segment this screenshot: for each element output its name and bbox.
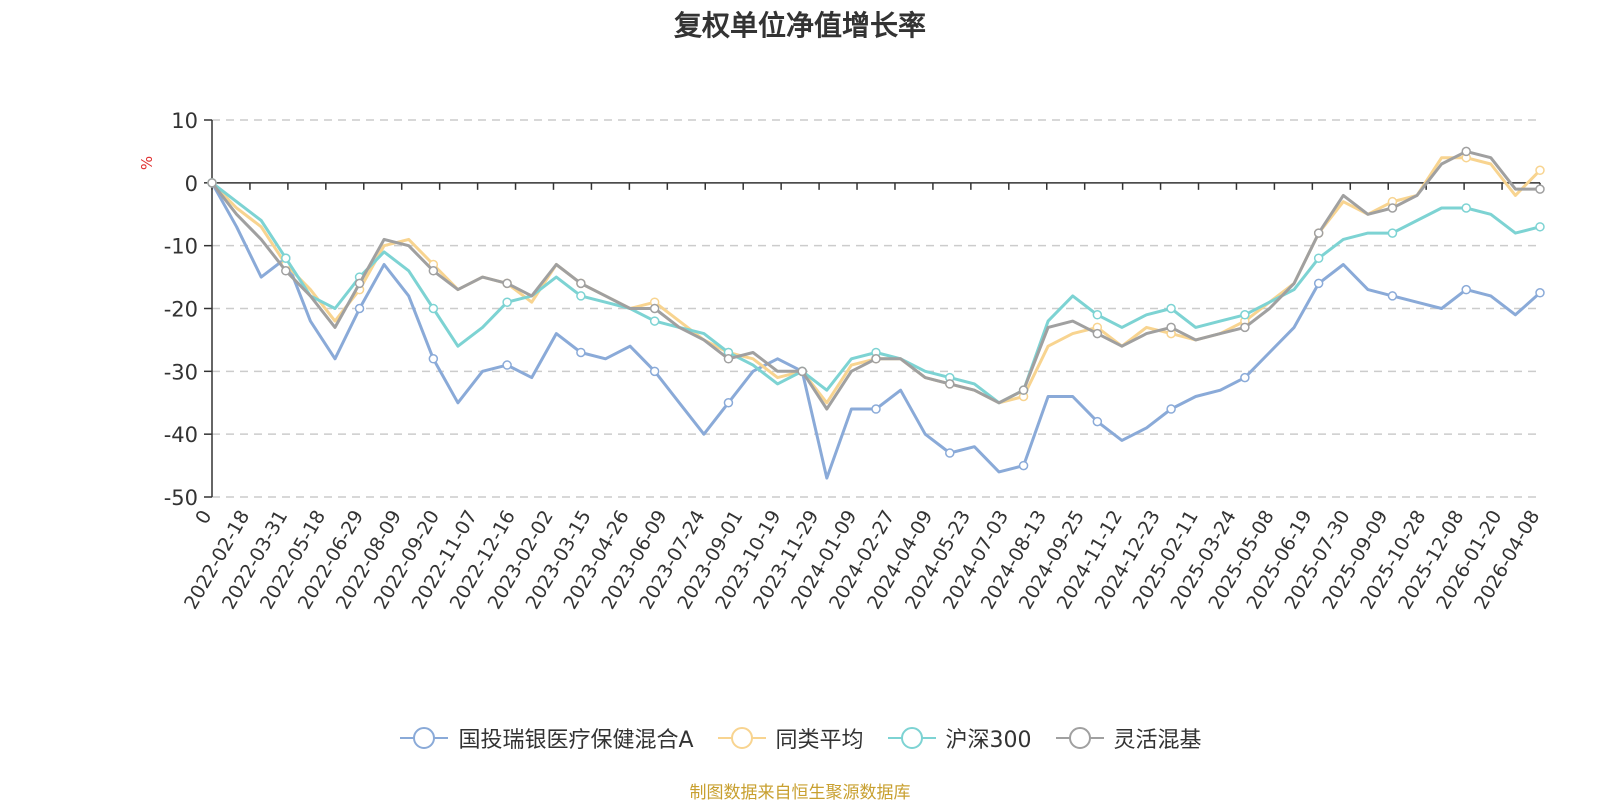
legend-marker-icon [400,727,449,749]
data-point [797,366,807,377]
line-chart: 100-10-20-30-40-5002022-02-182022-03-312… [138,109,1545,613]
data-point [207,178,217,188]
data-point [502,278,512,289]
x-tick-label: 0 [191,507,216,528]
y-tick-label: 0 [185,172,198,196]
axes [204,119,1541,498]
legend-item-csi300[interactable]: 沪深300 [886,722,1032,754]
y-tick-label: 10 [171,109,198,133]
data-point [871,404,881,414]
data-point [502,360,512,370]
data-point [723,398,734,408]
y-tick-label: -10 [164,235,198,259]
data-point [1240,372,1250,383]
data-point [428,354,439,364]
legend: 国投瑞银医疗保健混合A 同类平均 沪深300 灵活混基 [0,722,1600,754]
legend-marker-icon [717,727,766,749]
data-point [354,278,365,289]
data-point [1018,385,1029,395]
data-point [502,297,512,307]
legend-label: 沪深300 [945,728,1032,753]
data-point [1535,165,1545,176]
legend-label: 同类平均 [775,728,864,753]
data-point [1313,253,1324,263]
data-point [281,253,291,263]
data-point [1387,228,1398,238]
data-point [1313,228,1324,238]
data-point [1166,303,1176,314]
y-tick-label: -30 [164,360,198,384]
y-tick-label: -40 [164,423,198,447]
data-point [1535,184,1545,194]
series-line-1 [210,156,1542,405]
y-tick-label: -50 [164,486,198,510]
data-point [428,266,439,276]
legend-label: 国投瑞银医疗保健混合A [458,728,694,753]
data-point [1166,404,1176,414]
legend-item-peer-average[interactable]: 同类平均 [716,722,864,754]
data-point [723,354,734,364]
data-point [1313,278,1324,289]
data-point [1461,146,1471,157]
data-point [945,379,955,389]
data-point [576,278,586,289]
data-point [945,448,955,458]
data-point [1535,288,1545,298]
legend-label: 灵活混基 [1113,728,1202,753]
legend-item-flexible-mixed[interactable]: 灵活混基 [1054,722,1202,754]
data-point [1535,222,1545,232]
data-point [576,347,586,358]
data-point [576,291,586,301]
series-line-2 [211,181,1541,405]
grid-lines [212,119,1540,498]
legend-marker-icon [1055,727,1104,749]
source-note: 制图数据来自恒生聚源数据库 [689,783,911,803]
data-point [1387,203,1398,213]
legend-item-fund[interactable]: 国投瑞银医疗保健混合A [398,722,694,754]
axis-labels: 100-10-20-30-40-5002022-02-182022-03-312… [164,109,1545,613]
y-tick-label: -20 [164,298,198,322]
data-point [871,354,881,364]
chart-title: 复权单位净值增长率 [673,9,926,42]
data-point [1018,460,1029,471]
data-point [1240,322,1250,333]
legend-marker-icon [887,727,936,749]
data-point [1461,203,1471,213]
data-point [1461,284,1471,295]
data-point [1092,416,1103,427]
data-point [649,316,660,326]
data-point [649,303,660,314]
data-point [1240,310,1250,320]
y-axis-unit-label: % [138,156,156,170]
data-point [1387,291,1398,301]
data-point [649,366,660,377]
series-lines [207,146,1545,480]
data-point [1092,310,1103,320]
data-point [281,266,291,276]
series-line-3 [210,149,1540,411]
data-point [354,303,365,314]
data-point [1166,322,1176,333]
data-point [428,303,439,314]
data-point [1092,328,1103,339]
